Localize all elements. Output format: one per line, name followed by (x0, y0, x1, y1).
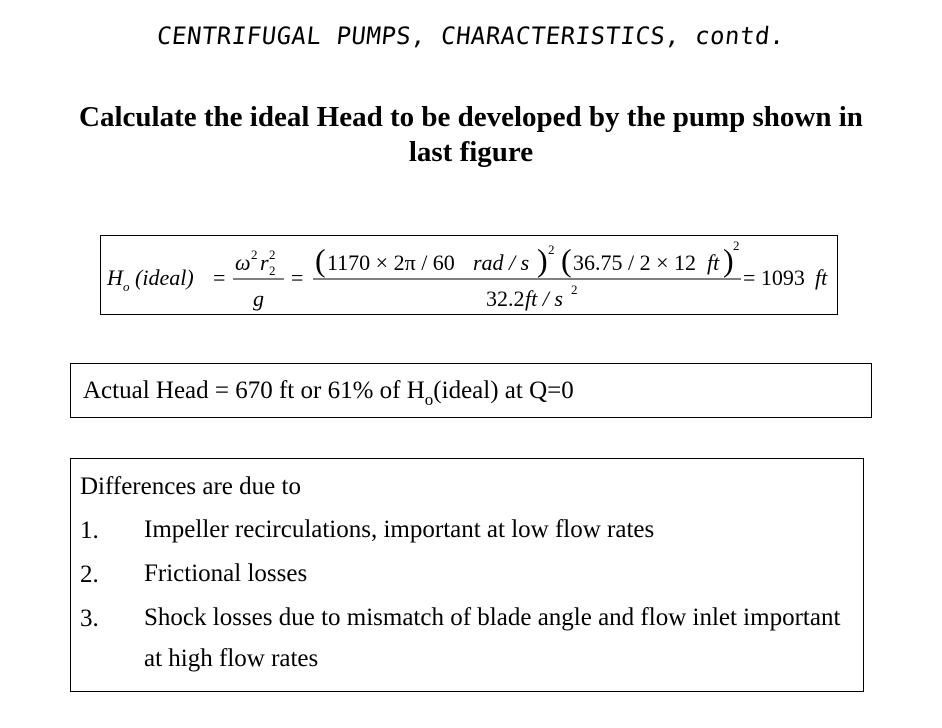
formula-denom-sup: 2 (571, 282, 578, 297)
formula-r: r (260, 250, 269, 275)
list-item-number: 1. (80, 517, 99, 544)
formula-denom: 32.2 (486, 286, 525, 311)
formula-numer-b: 36.75 / 2 × 12 (573, 250, 696, 275)
formula-omega-sup: 2 (251, 247, 258, 262)
list-item: 2. Frictional losses (80, 553, 855, 597)
list-item-text: Frictional losses (144, 560, 308, 587)
formula-lhs-symbol: H (106, 265, 124, 290)
formula-result-units: ft (815, 265, 828, 290)
formula-equals-1: = (213, 265, 225, 290)
formula-paren-close-a: ) (537, 242, 548, 278)
formula-numer-a-sup: 2 (548, 242, 555, 257)
list-item: 3. Shock losses due to mismatch of blade… (80, 597, 855, 679)
formula-box: H o (ideal) = ω 2 r 2 2 g = ( 1170 × 2π … (100, 235, 838, 315)
actual-head-box: Actual Head = 670 ft or 61% of Ho(ideal)… (70, 363, 872, 418)
formula-omega: ω (235, 250, 251, 275)
slide-subtitle: Calculate the ideal Head to be developed… (79, 101, 863, 168)
slide-title: CENTRIFUGAL PUMPS, CHARACTERISTICS, cont… (155, 22, 787, 50)
formula-g: g (253, 286, 264, 311)
differences-heading: Differences are due to (80, 473, 301, 500)
actual-head-subscript: o (424, 390, 434, 409)
formula-lhs-paren: (ideal) (135, 265, 194, 290)
formula-r-sub: 2 (269, 263, 276, 278)
formula-result: = 1093 (743, 265, 805, 290)
formula-paren-open-b: ( (561, 242, 572, 278)
formula-denom-units: ft / s (525, 286, 563, 311)
list-item-number: 2. (80, 561, 99, 588)
formula-numer-a: 1170 × 2π / 60 (327, 250, 455, 275)
formula-numer-a-units: rad / s (473, 250, 529, 275)
list-item-text: Shock losses due to mismatch of blade an… (144, 604, 841, 672)
list-item: 1. Impeller recirculations, important at… (80, 509, 855, 553)
formula-numer-b-units: ft (707, 250, 720, 275)
formula-equals-2: = (291, 265, 303, 290)
formula-paren-open-a: ( (315, 242, 326, 278)
actual-head-text: Actual Head = 670 ft or 61% of H (83, 377, 425, 404)
formula-svg: H o (ideal) = ω 2 r 2 2 g = ( 1170 × 2π … (106, 238, 828, 311)
formula-lhs-subscript: o (123, 279, 130, 294)
differences-box: Differences are due to 1. Impeller recir… (70, 458, 864, 692)
list-item-number: 3. (80, 605, 99, 632)
list-item-text: Impeller recirculations, important at lo… (144, 516, 655, 543)
formula-r-sup: 2 (269, 247, 276, 262)
actual-head-text-end: (ideal) at Q=0 (433, 377, 574, 404)
formula-paren-close-b: ) (723, 242, 734, 278)
formula-numer-b-sup: 2 (733, 238, 740, 253)
